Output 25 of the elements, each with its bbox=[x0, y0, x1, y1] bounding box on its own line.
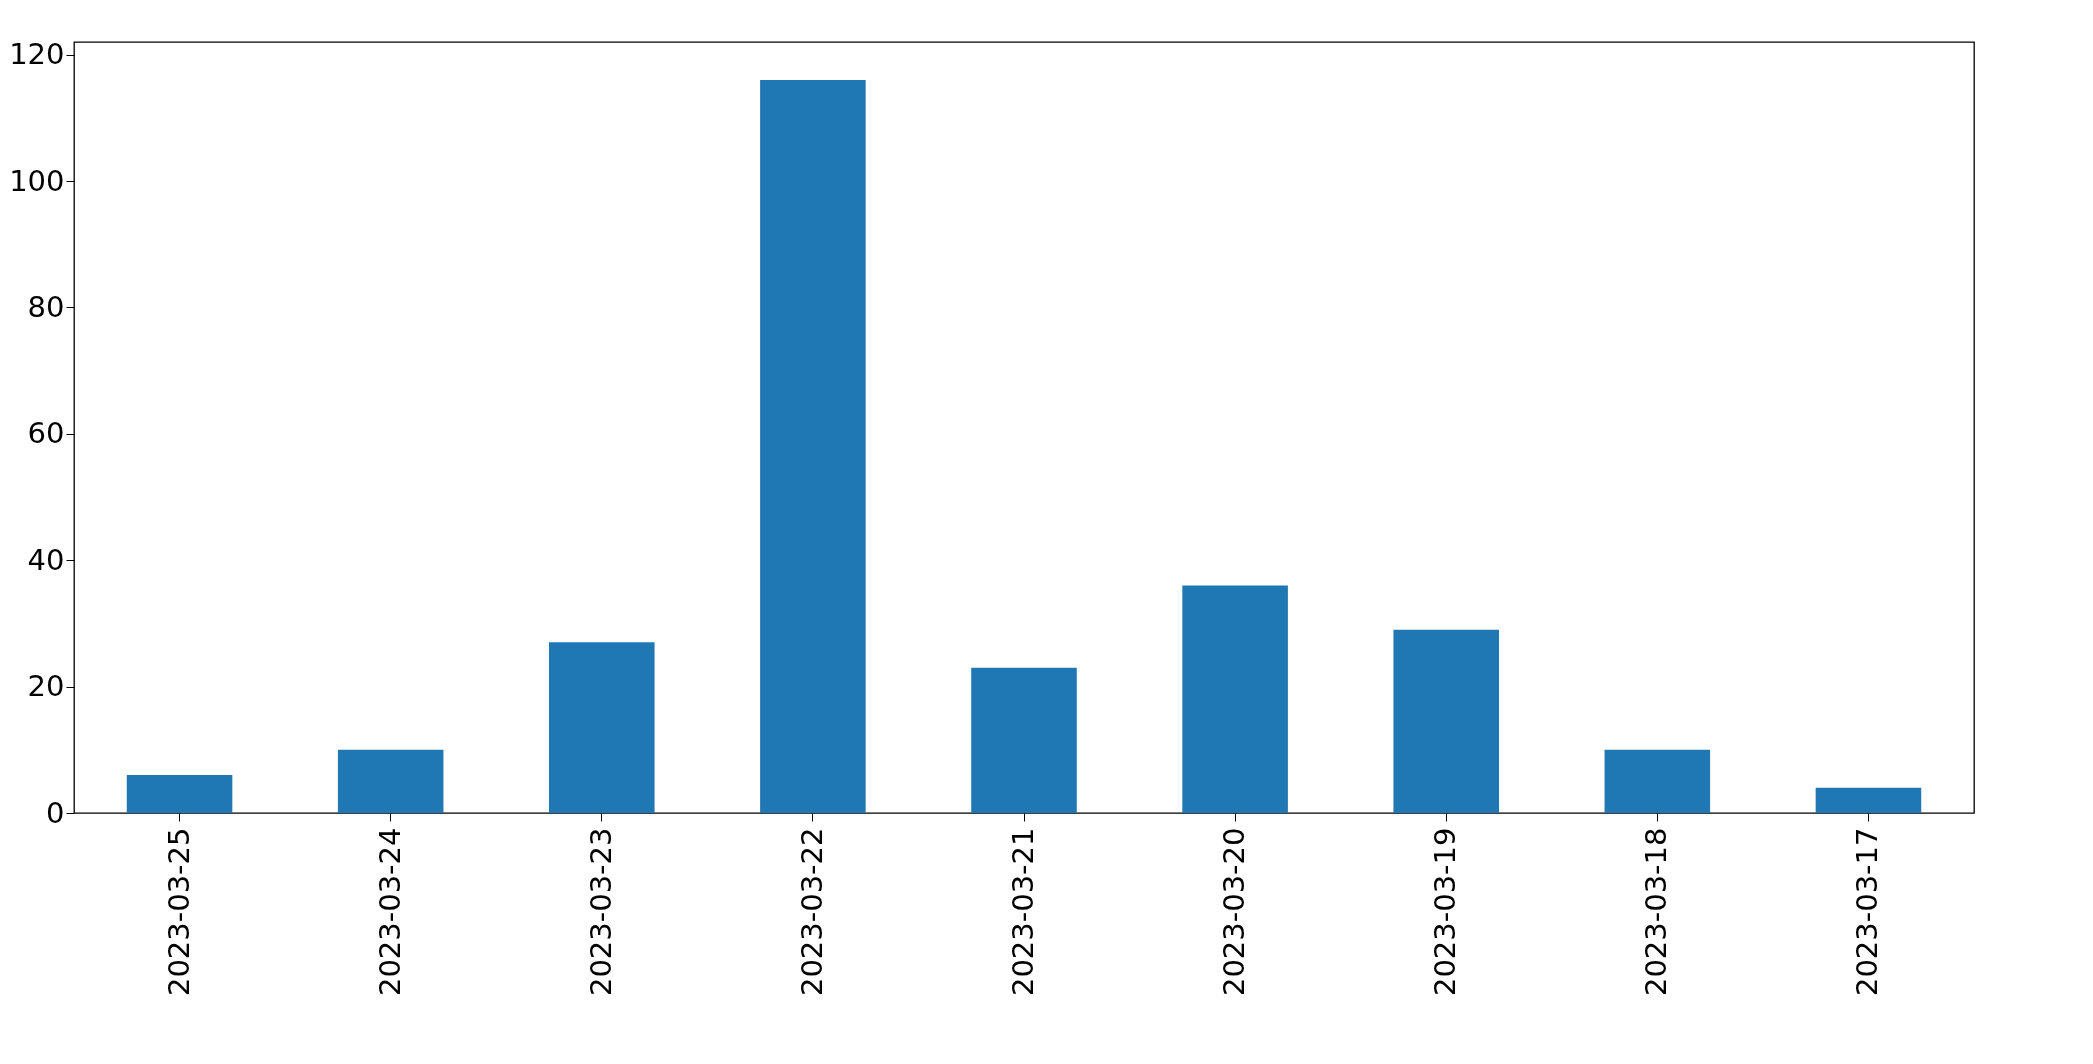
bar bbox=[760, 79, 866, 813]
bar bbox=[549, 642, 655, 813]
y-tick-label: 0 bbox=[46, 795, 65, 830]
x-tick-label: 2023-03-19 bbox=[1428, 827, 1463, 997]
bar bbox=[126, 775, 233, 813]
bar bbox=[1604, 749, 1711, 813]
x-tick-label: 2023-03-17 bbox=[1850, 827, 1885, 997]
bar bbox=[1393, 629, 1499, 813]
y-tick-label: 40 bbox=[27, 542, 65, 577]
x-tick-label: 2023-03-24 bbox=[372, 827, 407, 997]
y-tick-label: 120 bbox=[9, 37, 65, 72]
x-tick-label: 2023-03-18 bbox=[1639, 827, 1674, 997]
y-tick-label: 80 bbox=[27, 289, 65, 324]
y-tick-label: 60 bbox=[27, 416, 65, 451]
x-tick-label: 2023-03-25 bbox=[161, 827, 196, 997]
x-tick-label: 2023-03-23 bbox=[583, 827, 618, 997]
bar bbox=[1815, 787, 1922, 813]
bar bbox=[337, 749, 444, 813]
x-tick-label: 2023-03-20 bbox=[1217, 827, 1252, 997]
y-tick-label: 100 bbox=[9, 163, 65, 198]
bar bbox=[1182, 585, 1288, 813]
x-tick-label: 2023-03-21 bbox=[1006, 827, 1040, 997]
x-tick-label: 2023-03-22 bbox=[794, 827, 829, 997]
y-tick-label: 20 bbox=[27, 669, 65, 704]
bar bbox=[971, 667, 1077, 813]
